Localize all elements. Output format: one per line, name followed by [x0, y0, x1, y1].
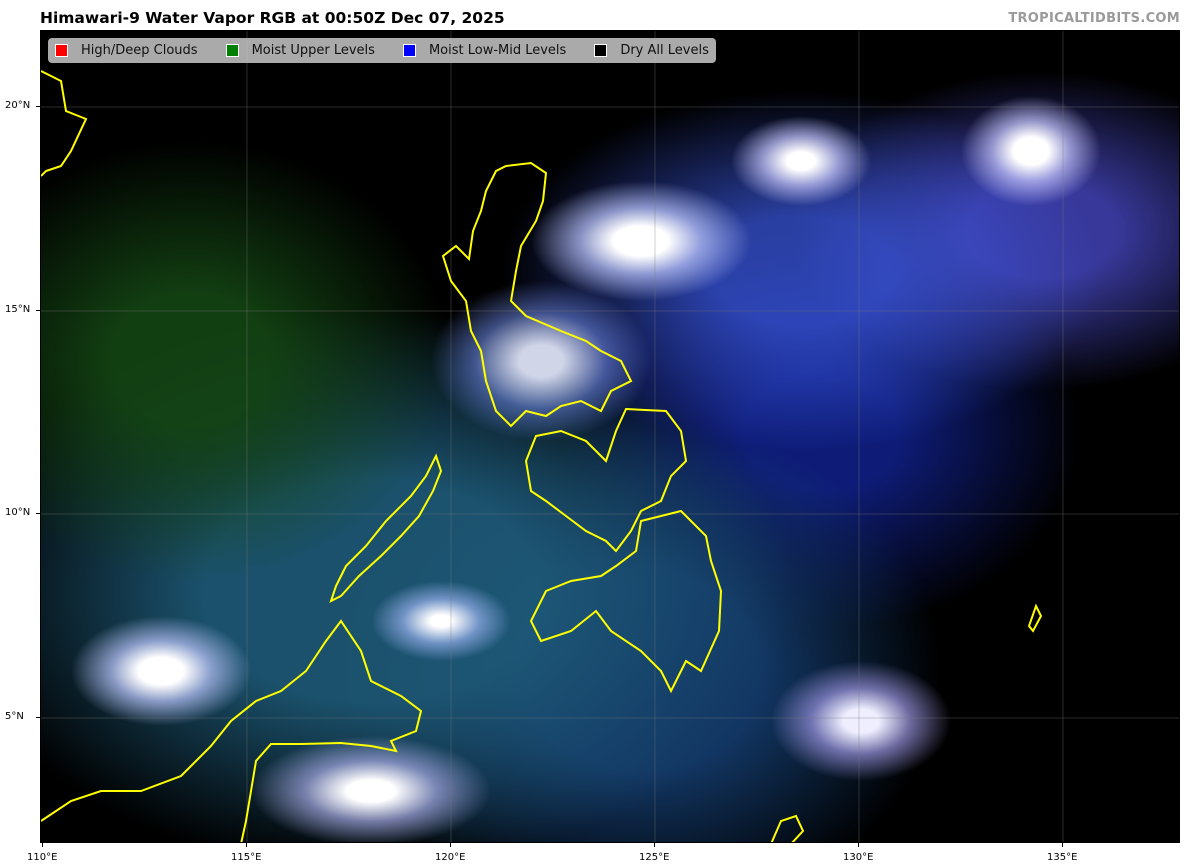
legend-swatch-red — [55, 44, 68, 57]
lat-tick — [36, 106, 40, 107]
lon-label: 120°E — [435, 852, 466, 863]
legend-label: Moist Low-Mid Levels — [428, 43, 567, 58]
lon-label: 110°E — [27, 852, 58, 863]
lat-label: 10°N — [5, 507, 31, 518]
satellite-map: High/Deep Clouds Moist Upper Levels Mois… — [40, 30, 1180, 843]
legend-swatch-black — [594, 44, 608, 57]
halmahera-coast — [770, 814, 805, 842]
lat-label: 15°N — [5, 304, 31, 315]
legend-label: Moist Upper Levels — [251, 43, 375, 58]
map-title: Himawari-9 Water Vapor RGB at 00:50Z Dec… — [40, 9, 505, 27]
mindanao-coast — [529, 509, 723, 694]
lon-tick — [450, 843, 451, 847]
lon-tick — [654, 843, 655, 847]
lat-label: 20°N — [5, 100, 31, 111]
legend-swatch-blue — [402, 44, 416, 57]
lon-tick — [1062, 843, 1063, 847]
legend: High/Deep Clouds Moist Upper Levels Mois… — [48, 38, 716, 63]
lon-label: 135°E — [1047, 852, 1078, 863]
legend-label: Dry All Levels — [620, 43, 709, 58]
lat-tick — [36, 310, 40, 311]
lon-tick — [42, 843, 43, 847]
luzon-coast — [441, 161, 633, 428]
lon-tick — [246, 843, 247, 847]
legend-item-moist-low-mid-levels: Moist Low-Mid Levels — [402, 43, 567, 58]
lon-label: 115°E — [231, 852, 262, 863]
palau-coast — [1027, 603, 1043, 633]
legend-item-dry-all-levels: Dry All Levels — [594, 43, 709, 58]
legend-item-high-deep-clouds: High/Deep Clouds — [55, 43, 198, 58]
visayas-coast — [524, 407, 688, 553]
graticule — [41, 31, 1179, 842]
coastlines-and-grid — [41, 31, 1179, 842]
borneo-coast — [41, 619, 423, 842]
lon-label: 125°E — [639, 852, 670, 863]
credit-watermark: TROPICALTIDBITS.COM — [1008, 11, 1180, 26]
coastline — [41, 70, 1043, 842]
lat-label: 5°N — [5, 711, 24, 722]
lat-tick — [36, 717, 40, 718]
lon-tick — [858, 843, 859, 847]
taiwan-coast — [41, 70, 88, 177]
palawan-coast — [329, 453, 443, 603]
legend-label: High/Deep Clouds — [81, 43, 198, 58]
legend-item-moist-upper-levels: Moist Upper Levels — [225, 43, 375, 58]
legend-swatch-green — [225, 44, 239, 57]
lat-tick — [36, 513, 40, 514]
lon-label: 130°E — [843, 852, 874, 863]
